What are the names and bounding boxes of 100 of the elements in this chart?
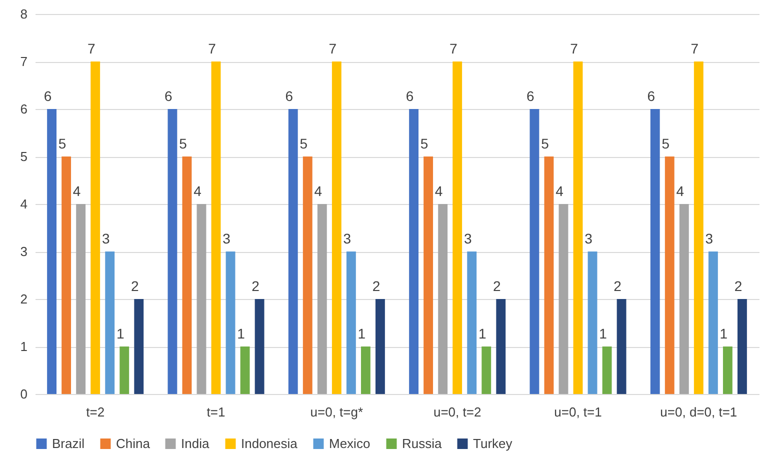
bar <box>530 109 540 394</box>
legend-label: Mexico <box>329 436 370 451</box>
bar <box>134 299 144 394</box>
bar <box>317 204 327 394</box>
data-label: 7 <box>208 40 216 56</box>
data-label: 3 <box>222 230 231 246</box>
bar <box>544 156 554 394</box>
bar <box>332 62 342 394</box>
bar <box>211 62 221 394</box>
data-label: 5 <box>300 136 308 152</box>
bar <box>664 156 674 394</box>
legend-label: Turkey <box>473 436 513 451</box>
bar <box>679 204 689 394</box>
bar <box>482 346 492 394</box>
bar <box>76 204 86 394</box>
data-label: 2 <box>130 278 139 294</box>
data-label: 7 <box>87 40 96 56</box>
x-tick-label: u=0, t=g* <box>310 404 364 420</box>
bar <box>573 62 583 394</box>
data-label: 3 <box>584 230 593 246</box>
data-label: 7 <box>570 40 578 56</box>
bar <box>694 62 704 394</box>
data-label: 4 <box>314 183 322 199</box>
bar <box>226 252 236 394</box>
bar <box>62 156 72 394</box>
bar <box>558 204 568 394</box>
bar <box>254 299 264 394</box>
bar <box>588 252 598 394</box>
data-label: 4 <box>72 183 81 199</box>
data-label: 4 <box>676 183 684 199</box>
legend-label: China <box>116 436 151 451</box>
data-label: 6 <box>44 88 52 104</box>
data-label: 3 <box>705 230 714 246</box>
data-label: 6 <box>647 88 656 104</box>
bar <box>376 299 385 394</box>
data-label: 5 <box>179 136 188 152</box>
data-label: 4 <box>434 183 443 199</box>
bar <box>650 109 660 394</box>
bar <box>288 109 298 394</box>
bar <box>105 252 115 394</box>
y-tick-label: 4 <box>20 196 28 212</box>
data-label: 4 <box>194 183 202 199</box>
data-label: 2 <box>252 278 260 294</box>
bar <box>438 204 448 394</box>
data-label: 1 <box>478 326 486 342</box>
bar <box>240 346 250 394</box>
data-label: 1 <box>720 326 728 342</box>
data-label: 7 <box>690 40 699 56</box>
bar <box>196 204 206 394</box>
data-label: 1 <box>358 326 366 342</box>
x-tick-label: u=0, d=0, t=1 <box>660 404 738 420</box>
bar <box>708 252 718 394</box>
legend-label: Indonesia <box>241 436 298 451</box>
data-label: 2 <box>492 278 501 294</box>
data-label: 5 <box>541 136 550 152</box>
data-label: 5 <box>58 136 66 152</box>
data-label: 4 <box>556 183 564 199</box>
data-label: 7 <box>328 40 337 56</box>
data-label: 6 <box>164 88 173 104</box>
bar <box>346 252 356 394</box>
legend-label: Russia <box>402 436 443 451</box>
y-tick-label: 7 <box>20 54 28 69</box>
x-tick-label: u=0, t=1 <box>554 404 602 420</box>
y-tick-label: 5 <box>20 149 28 164</box>
legend-label: India <box>181 436 210 451</box>
bar <box>452 62 462 394</box>
y-tick-label: 8 <box>20 6 28 22</box>
bar <box>168 109 178 394</box>
data-label: 2 <box>734 278 742 294</box>
data-label: 1 <box>237 326 246 342</box>
bar <box>360 346 370 394</box>
bar <box>467 252 477 394</box>
y-tick-label: 6 <box>20 102 28 116</box>
bar <box>302 156 312 394</box>
bar <box>496 299 506 394</box>
bar <box>409 109 418 394</box>
data-label: 6 <box>406 88 414 104</box>
data-label: 2 <box>372 278 380 294</box>
bar <box>722 346 732 394</box>
x-tick-label: t=2 <box>86 404 105 420</box>
x-tick-label: t=1 <box>206 404 226 420</box>
data-label: 7 <box>449 40 458 56</box>
bar <box>602 346 612 394</box>
x-tick-label: u=0, t=2 <box>433 404 482 420</box>
bar <box>182 156 192 394</box>
bar <box>616 299 626 394</box>
bar <box>424 156 434 394</box>
legend-label: Brazil <box>52 436 85 451</box>
bar <box>738 299 747 394</box>
data-label: 3 <box>102 230 110 246</box>
bar <box>90 62 100 394</box>
bar <box>47 109 56 394</box>
y-tick-label: 3 <box>20 244 28 259</box>
y-tick-label: 1 <box>20 339 28 354</box>
data-label: 6 <box>526 88 535 104</box>
data-label: 3 <box>464 230 472 246</box>
y-tick-label: 2 <box>20 292 28 306</box>
data-label: 3 <box>343 230 352 246</box>
y-tick-label: 0 <box>20 386 28 402</box>
data-label: 5 <box>420 136 428 152</box>
